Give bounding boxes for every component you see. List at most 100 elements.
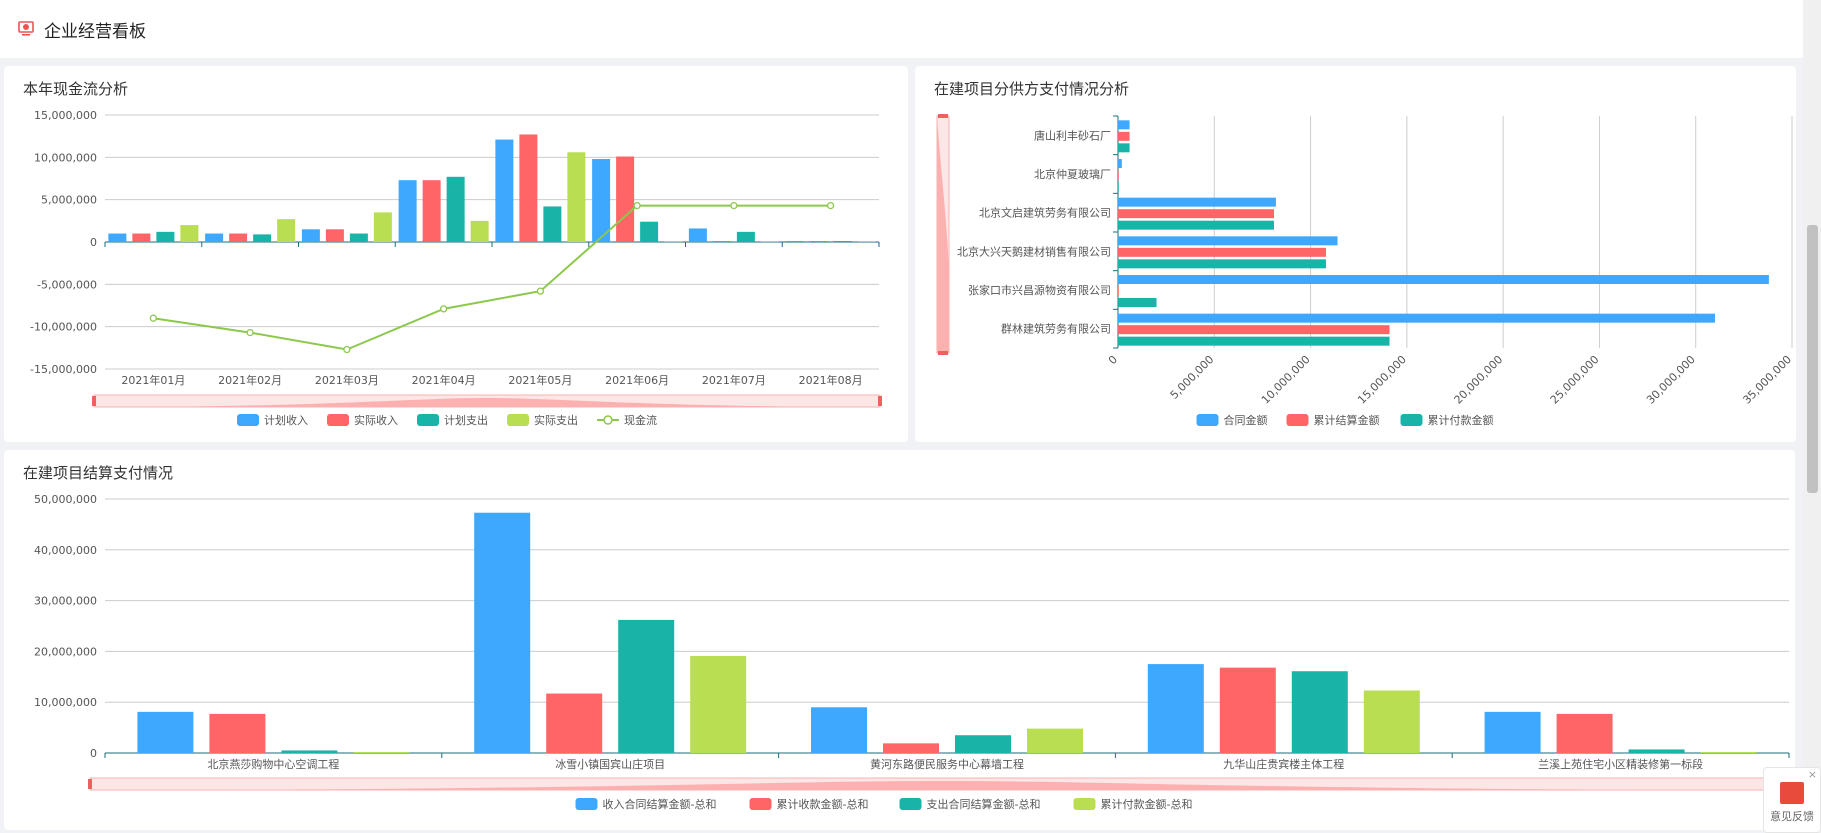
legend-label-2[interactable]: 计划支出 bbox=[444, 413, 488, 427]
bar-合同金额[interactable] bbox=[1118, 159, 1122, 168]
bar-累计收款金额-总和[interactable] bbox=[1219, 667, 1276, 753]
bar-收入合同结算金额-总和[interactable] bbox=[1484, 711, 1541, 753]
cashflow-point[interactable] bbox=[439, 305, 448, 313]
bar-计划支出[interactable] bbox=[640, 221, 659, 242]
bar-合同金额[interactable] bbox=[1118, 197, 1276, 207]
bar-收入合同结算金额-总和[interactable] bbox=[811, 707, 867, 753]
bar-实际收入[interactable] bbox=[229, 233, 248, 242]
bar-收入合同结算金额-总和[interactable] bbox=[474, 512, 531, 753]
cashflow-point[interactable] bbox=[826, 201, 835, 210]
bar-实际支出[interactable] bbox=[760, 241, 779, 242]
bar-计划收入[interactable] bbox=[108, 233, 127, 242]
bar-累计结算金额[interactable] bbox=[1118, 286, 1119, 296]
bar-实际收入[interactable] bbox=[519, 134, 538, 242]
cashflow-point[interactable] bbox=[730, 201, 738, 210]
bar-实际支出[interactable] bbox=[277, 219, 296, 242]
bar-合同金额[interactable] bbox=[1118, 120, 1130, 130]
bar-计划支出[interactable] bbox=[446, 176, 465, 242]
bar-累计付款金额[interactable] bbox=[1118, 143, 1130, 153]
cashflow-point[interactable] bbox=[149, 314, 158, 322]
bar-支出合同结算金额-总和[interactable] bbox=[618, 619, 675, 753]
bar-实际支出[interactable] bbox=[470, 220, 489, 242]
bar-实际支出[interactable] bbox=[180, 225, 199, 242]
bar-支出合同结算金额-总和[interactable] bbox=[1291, 671, 1348, 753]
legend-label-2[interactable]: 累计付款金额 bbox=[1428, 413, 1494, 427]
bar-累计收款金额-总和[interactable] bbox=[883, 743, 939, 753]
bar-合同金额[interactable] bbox=[1118, 313, 1715, 323]
bar-累计结算金额[interactable] bbox=[1118, 131, 1130, 141]
datazoom-handle-right[interactable] bbox=[878, 396, 882, 406]
bar-累计收款金额-总和[interactable] bbox=[209, 713, 266, 753]
cashflow-point[interactable] bbox=[246, 328, 254, 337]
legend-label-2[interactable]: 支出合同结算金额-总和 bbox=[927, 797, 1041, 811]
legend-label-3[interactable]: 实际支出 bbox=[534, 413, 578, 427]
legend-label-4[interactable]: 现金流 bbox=[624, 413, 657, 427]
bar-累计付款金额-总和[interactable] bbox=[353, 752, 410, 753]
bar-实际收入[interactable] bbox=[616, 156, 635, 242]
bar-实际支出[interactable] bbox=[373, 212, 392, 242]
bar-支出合同结算金额-总和[interactable] bbox=[1628, 749, 1685, 753]
bar-累计收款金额-总和[interactable] bbox=[546, 693, 603, 753]
bar-累计付款金额[interactable] bbox=[1118, 220, 1274, 230]
bar-计划支出[interactable] bbox=[736, 231, 755, 242]
bar-计划收入[interactable] bbox=[688, 228, 707, 242]
datazoom-handle-top[interactable] bbox=[938, 114, 948, 118]
legend-label-1[interactable]: 累计收款金额-总和 bbox=[777, 797, 869, 811]
bar-实际收入[interactable] bbox=[132, 233, 151, 242]
bar-实际支出[interactable] bbox=[857, 241, 876, 242]
x-tick-label: 2021年07月 bbox=[702, 373, 766, 387]
bar-累计付款金额-总和[interactable] bbox=[1700, 752, 1757, 753]
bar-合同金额[interactable] bbox=[1118, 236, 1338, 246]
datazoom-handle-left[interactable] bbox=[88, 779, 92, 789]
bar-计划支出[interactable] bbox=[156, 231, 175, 242]
legend-label-0[interactable]: 合同金额 bbox=[1224, 413, 1268, 427]
legend-label-1[interactable]: 累计结算金额 bbox=[1314, 413, 1380, 427]
scrollbar-thumb[interactable] bbox=[1807, 225, 1818, 493]
bar-累计结算金额[interactable] bbox=[1118, 170, 1119, 180]
bar-累计付款金额[interactable] bbox=[1118, 298, 1157, 307]
bar-计划支出[interactable] bbox=[833, 241, 852, 242]
legend-label-1[interactable]: 实际收入 bbox=[354, 413, 398, 427]
bar-计划收入[interactable] bbox=[398, 180, 417, 242]
bar-计划收入[interactable] bbox=[301, 229, 320, 242]
bar-累计付款金额[interactable] bbox=[1118, 182, 1119, 191]
datazoom-handle-left[interactable] bbox=[92, 396, 96, 406]
feedback-button[interactable]: × 意见反馈 bbox=[1763, 767, 1821, 833]
bar-计划收入[interactable] bbox=[495, 139, 514, 242]
bar-累计收款金额-总和[interactable] bbox=[1556, 713, 1613, 753]
bar-累计付款金额-总和[interactable] bbox=[1027, 728, 1083, 753]
legend-label-3[interactable]: 累计付款金额-总和 bbox=[1101, 797, 1193, 811]
bar-累计结算金额[interactable] bbox=[1118, 209, 1274, 219]
bar-收入合同结算金额-总和[interactable] bbox=[137, 711, 194, 753]
bar-累计付款金额-总和[interactable] bbox=[690, 655, 747, 753]
bar-计划收入[interactable] bbox=[592, 159, 611, 242]
bar-实际收入[interactable] bbox=[422, 180, 441, 242]
bar-累计结算金额[interactable] bbox=[1118, 247, 1326, 257]
bar-计划收入[interactable] bbox=[785, 241, 804, 242]
bar-计划支出[interactable] bbox=[349, 233, 368, 242]
bar-合同金额[interactable] bbox=[1118, 275, 1769, 284]
bar-累计付款金额[interactable] bbox=[1118, 336, 1390, 346]
page-scrollbar[interactable] bbox=[1803, 0, 1821, 833]
bar-累计结算金额[interactable] bbox=[1118, 325, 1390, 335]
bar-支出合同结算金额-总和[interactable] bbox=[281, 750, 338, 753]
bar-实际收入[interactable] bbox=[809, 241, 828, 242]
bar-收入合同结算金额-总和[interactable] bbox=[1147, 664, 1204, 753]
cashflow-point[interactable] bbox=[633, 201, 641, 210]
feedback-close-icon[interactable]: × bbox=[1807, 768, 1817, 781]
bar-实际收入[interactable] bbox=[712, 241, 731, 242]
cashflow-point[interactable] bbox=[343, 345, 351, 354]
legend-label-0[interactable]: 计划收入 bbox=[264, 413, 308, 427]
bar-累计付款金额[interactable] bbox=[1118, 259, 1326, 269]
bar-实际支出[interactable] bbox=[567, 152, 586, 242]
bar-计划支出[interactable] bbox=[543, 206, 562, 242]
datazoom-handle-bottom[interactable] bbox=[938, 351, 948, 355]
bar-实际支出[interactable] bbox=[664, 241, 683, 242]
bar-计划支出[interactable] bbox=[253, 234, 272, 242]
bar-计划收入[interactable] bbox=[205, 233, 224, 242]
bar-支出合同结算金额-总和[interactable] bbox=[955, 735, 1011, 753]
bar-累计付款金额-总和[interactable] bbox=[1363, 690, 1420, 753]
legend-label-0[interactable]: 收入合同结算金额-总和 bbox=[603, 797, 717, 811]
bar-实际收入[interactable] bbox=[325, 229, 344, 242]
cashflow-point[interactable] bbox=[536, 287, 545, 295]
